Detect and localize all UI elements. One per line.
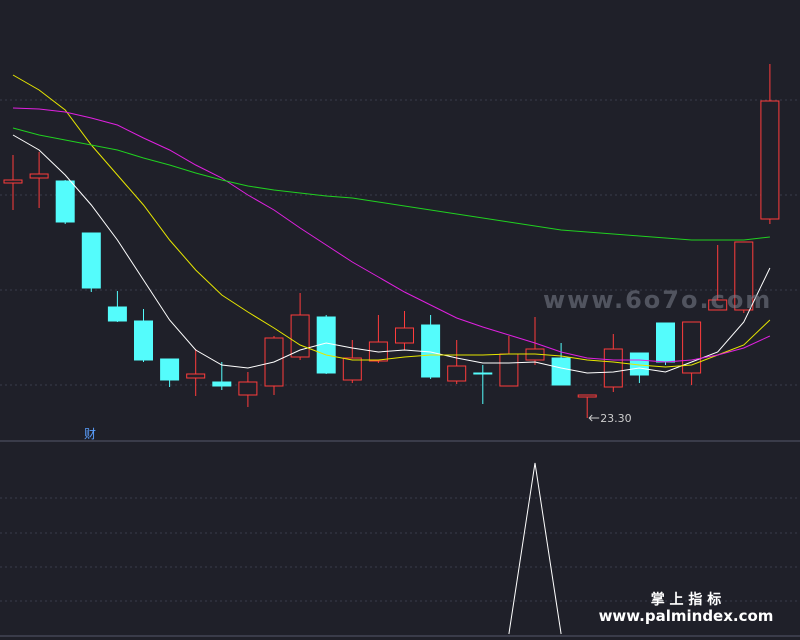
candle-body [473, 372, 493, 375]
candle-body [186, 373, 206, 379]
candle-body [212, 381, 232, 387]
candle-body [238, 381, 258, 396]
line-series [12, 107, 771, 363]
candle-body [29, 173, 49, 179]
candle-body [734, 241, 754, 311]
candle-body [160, 358, 180, 381]
candle-body [447, 365, 467, 382]
watermark: www.6o7o.com [543, 286, 772, 314]
low-annotation: 23.30 [600, 412, 632, 425]
line-series [12, 134, 771, 374]
line-series [12, 127, 770, 241]
candle-body [290, 314, 310, 358]
candle-body [107, 306, 127, 322]
candle-body [708, 299, 728, 311]
candle-body [760, 100, 780, 220]
candle-body [55, 180, 75, 223]
candle-body [551, 357, 571, 386]
candle-body [577, 394, 597, 398]
line-series [12, 74, 771, 368]
candle-body [499, 353, 519, 387]
watermark: 掌 上 指 标 [651, 591, 722, 608]
candle-body [395, 327, 414, 344]
candle-body [603, 348, 623, 388]
candle-body [421, 324, 441, 378]
watermark: www.palmindex.com [599, 607, 774, 625]
annotation-arrow [588, 414, 600, 422]
candle-body [656, 322, 675, 363]
candle-body [3, 179, 23, 184]
candle-body [134, 320, 153, 361]
candle-body [342, 357, 362, 381]
candle-body [81, 232, 101, 289]
panel-label: 财 [84, 427, 96, 441]
line-series [508, 462, 562, 635]
